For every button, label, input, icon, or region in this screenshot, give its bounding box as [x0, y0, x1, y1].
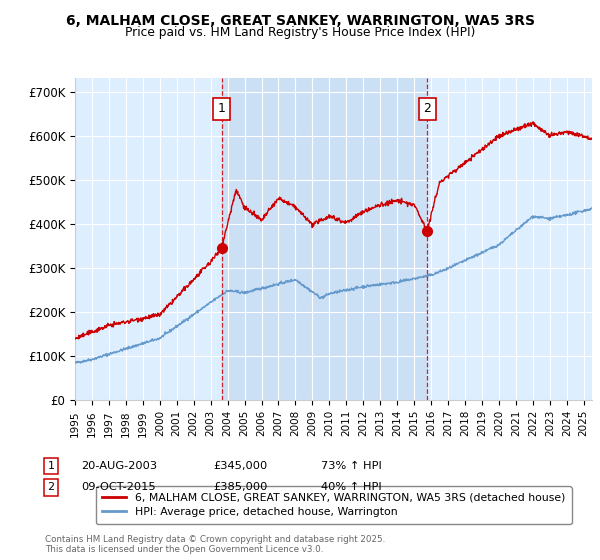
Text: 20-AUG-2003: 20-AUG-2003	[81, 461, 157, 471]
Text: 1: 1	[218, 102, 226, 115]
Text: 73% ↑ HPI: 73% ↑ HPI	[321, 461, 382, 471]
Text: 40% ↑ HPI: 40% ↑ HPI	[321, 482, 382, 492]
Text: 09-OCT-2015: 09-OCT-2015	[81, 482, 155, 492]
Text: £345,000: £345,000	[213, 461, 267, 471]
Legend: 6, MALHAM CLOSE, GREAT SANKEY, WARRINGTON, WA5 3RS (detached house), HPI: Averag: 6, MALHAM CLOSE, GREAT SANKEY, WARRINGTO…	[95, 487, 572, 524]
Text: 2: 2	[47, 482, 55, 492]
Text: Price paid vs. HM Land Registry's House Price Index (HPI): Price paid vs. HM Land Registry's House …	[125, 26, 475, 39]
Text: 2: 2	[423, 102, 431, 115]
Text: £385,000: £385,000	[213, 482, 268, 492]
Text: Contains HM Land Registry data © Crown copyright and database right 2025.
This d: Contains HM Land Registry data © Crown c…	[45, 535, 385, 554]
Text: 6, MALHAM CLOSE, GREAT SANKEY, WARRINGTON, WA5 3RS: 6, MALHAM CLOSE, GREAT SANKEY, WARRINGTO…	[65, 14, 535, 28]
Bar	[221, 78, 427, 400]
Text: 1: 1	[47, 461, 55, 471]
